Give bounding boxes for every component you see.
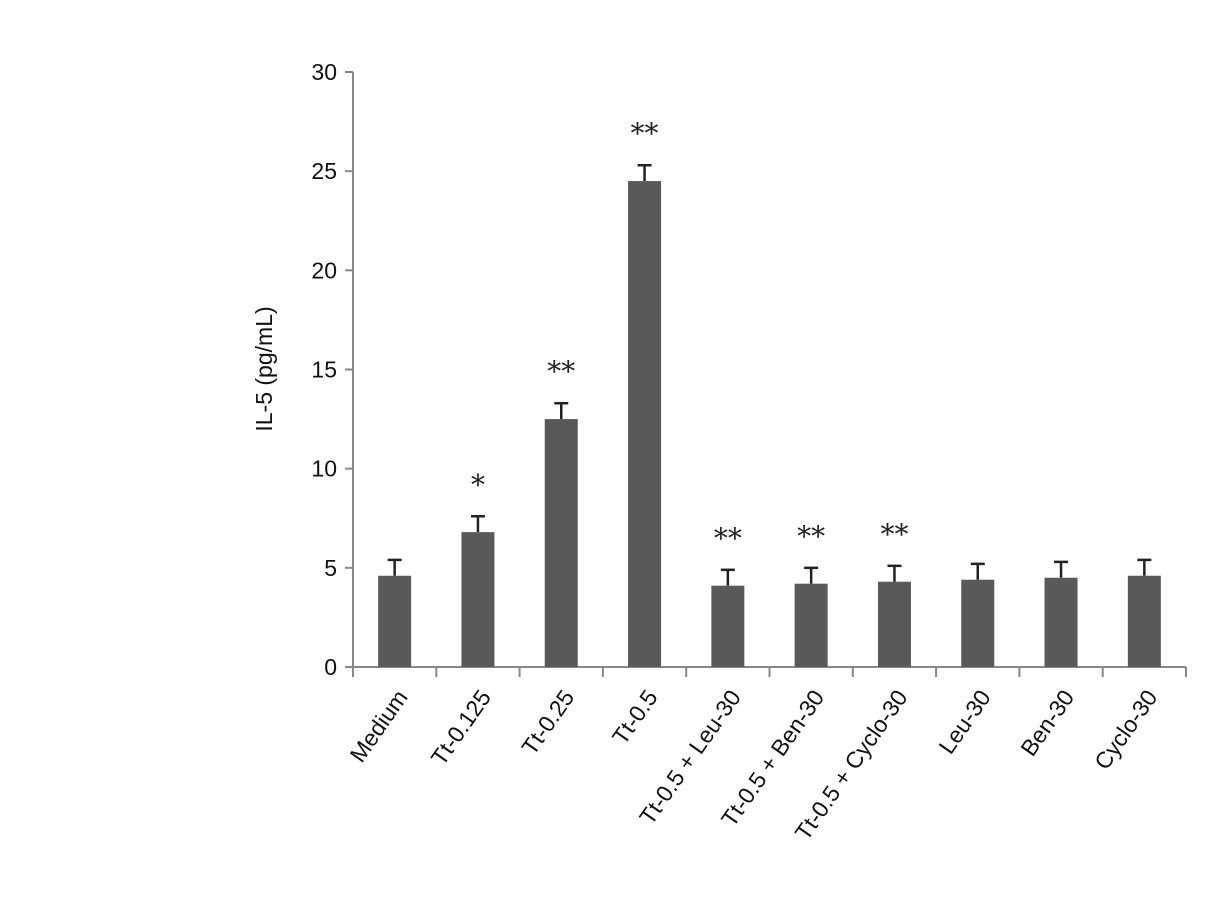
significance-marker: * (471, 468, 485, 501)
x-axis (352, 666, 1187, 677)
y-tick-labels: 0 5 10 15 20 25 30 (311, 59, 337, 680)
y-tick-label: 25 (311, 158, 337, 184)
bar (544, 419, 578, 667)
significance-marker: ** (631, 117, 659, 150)
bar (1044, 577, 1078, 667)
significance-marker: ** (880, 518, 908, 551)
y-axis-title: IL-5 (pg/mL) (251, 306, 277, 431)
bar (378, 575, 412, 667)
y-tick-label: 30 (311, 59, 337, 85)
bar (961, 579, 995, 667)
bar (794, 583, 828, 667)
y-tick-label: 10 (311, 456, 337, 482)
category-label: Medium (345, 685, 413, 767)
y-axis (345, 71, 354, 668)
category-label: Ben-30 (1015, 685, 1079, 761)
bar (628, 181, 662, 668)
y-tick-label: 15 (311, 357, 337, 383)
significance-marker: ** (714, 522, 742, 555)
bar (461, 532, 495, 667)
significance-marker: ** (797, 520, 825, 553)
category-label: Tt-0.25 (516, 685, 579, 760)
bars (378, 181, 1161, 668)
category-label: Leu-30 (933, 685, 995, 759)
significance-markers: ******* ** ** (471, 117, 909, 555)
y-tick-label: 5 (324, 555, 337, 581)
y-tick-label: 20 (311, 257, 337, 283)
significance-marker: ** (547, 355, 575, 388)
category-label: Tt-0.125 (426, 685, 496, 770)
category-label: Tt-0.5 (607, 685, 663, 749)
bar (711, 585, 745, 667)
category-label: Cyclo-30 (1089, 685, 1162, 774)
y-tick-label: 0 (324, 654, 337, 680)
bar (877, 581, 911, 667)
error-bars (387, 163, 1152, 586)
bar (1127, 575, 1161, 667)
category-labels: Medium Tt-0.125 Tt-0.25 Tt-0.5Tt-0.5 + Leu-… (345, 685, 1163, 845)
